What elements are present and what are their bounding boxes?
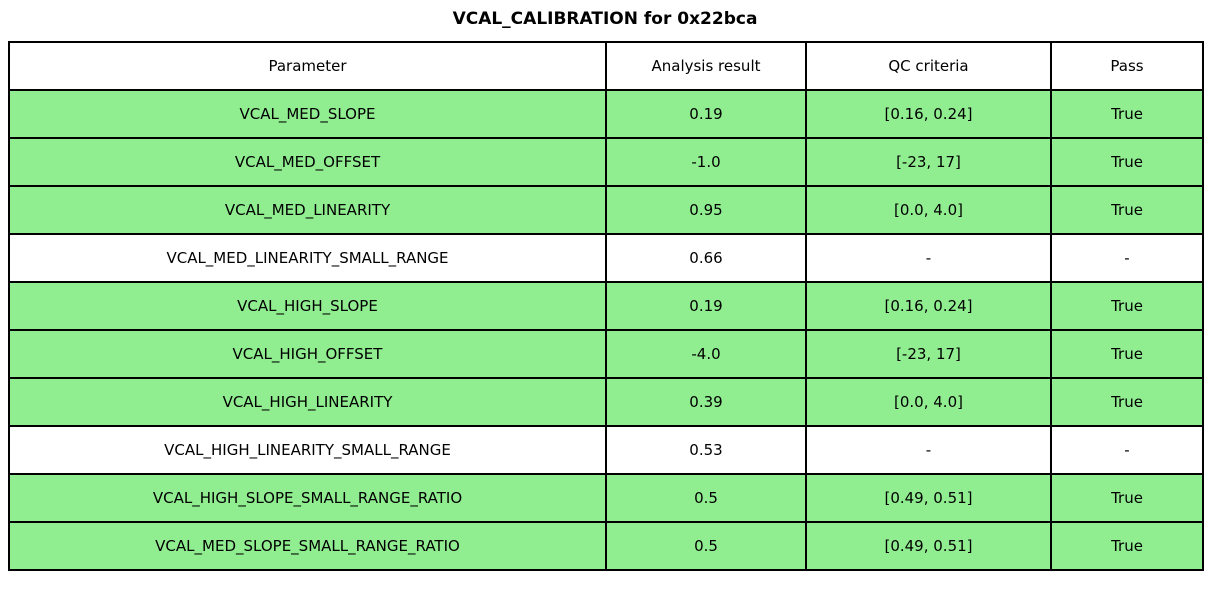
cell-pass: True bbox=[1050, 329, 1204, 379]
table-row: VCAL_MED_LINEARITY_SMALL_RANGE 0.66- - bbox=[8, 233, 1204, 283]
table-row: VCAL_HIGH_LINEARITY 0.39 [0.0, 4.0] True bbox=[8, 377, 1204, 427]
cell-analysis-result: 0.53 bbox=[605, 425, 807, 475]
cell-qc-criteria: [0.0, 4.0] bbox=[805, 185, 1052, 235]
cell-analysis-result: -4.0 bbox=[605, 329, 807, 379]
cell-parameter: VCAL_MED_SLOPE_SMALL_RANGE_RATIO bbox=[8, 521, 607, 571]
table-row: VCAL_HIGH_OFFSET -4.0 [-23, 17] True bbox=[8, 329, 1204, 379]
cell-pass: True bbox=[1050, 473, 1204, 523]
cell-pass: True bbox=[1050, 281, 1204, 331]
cell-qc-criteria: - bbox=[805, 233, 1052, 283]
table-row: VCAL_HIGH_LINEARITY_SMALL_RANGE 0.53- - bbox=[8, 425, 1204, 475]
cell-analysis-result: 0.95 bbox=[605, 185, 807, 235]
cell-qc-criteria: - bbox=[805, 425, 1052, 475]
cell-pass: - bbox=[1050, 425, 1204, 475]
cell-qc-criteria: [0.16, 0.24] bbox=[805, 281, 1052, 331]
cell-parameter: VCAL_HIGH_LINEARITY bbox=[8, 377, 607, 427]
cell-analysis-result: 0.66 bbox=[605, 233, 807, 283]
col-header-analysis-result: Analysis result bbox=[605, 41, 807, 91]
figure-title: VCAL_CALIBRATION for 0x22bca bbox=[452, 9, 758, 29]
cell-qc-criteria: [-23, 17] bbox=[805, 137, 1052, 187]
cell-analysis-result: 0.5 bbox=[605, 473, 807, 523]
table-row: VCAL_HIGH_SLOPE 0.19 [0.16, 0.24] True bbox=[8, 281, 1204, 331]
cell-parameter: VCAL_MED_LINEARITY_SMALL_RANGE bbox=[8, 233, 607, 283]
col-header-pass: Pass bbox=[1050, 41, 1204, 91]
cell-qc-criteria: [0.49, 0.51] bbox=[805, 521, 1052, 571]
cell-pass: True bbox=[1050, 521, 1204, 571]
cell-parameter: VCAL_HIGH_SLOPE_SMALL_RANGE_RATIO bbox=[8, 473, 607, 523]
cell-qc-criteria: [0.49, 0.51] bbox=[805, 473, 1052, 523]
cell-qc-criteria: [0.0, 4.0] bbox=[805, 377, 1052, 427]
cell-analysis-result: 0.19 bbox=[605, 281, 807, 331]
header-row: Parameter Analysis result QC criteria Pa… bbox=[8, 41, 1204, 91]
qc-table: Parameter Analysis result QC criteria Pa… bbox=[8, 41, 1204, 571]
cell-parameter: VCAL_HIGH_SLOPE bbox=[8, 281, 607, 331]
table-row: VCAL_HIGH_SLOPE_SMALL_RANGE_RATIO 0.5 [0.4… bbox=[8, 473, 1204, 523]
table-row: VCAL_MED_SLOPE 0.19 [0.16, 0.24] True bbox=[8, 89, 1204, 139]
table-row: VCAL_MED_SLOPE_SMALL_RANGE_RATIO 0.5 [0.49… bbox=[8, 521, 1204, 571]
cell-analysis-result: -1.0 bbox=[605, 137, 807, 187]
cell-pass: - bbox=[1050, 233, 1204, 283]
cell-analysis-result: 0.19 bbox=[605, 89, 807, 139]
col-header-qc-criteria: QC criteria bbox=[805, 41, 1052, 91]
cell-analysis-result: 0.5 bbox=[605, 521, 807, 571]
cell-pass: True bbox=[1050, 137, 1204, 187]
cell-parameter: VCAL_MED_OFFSET bbox=[8, 137, 607, 187]
cell-qc-criteria: [-23, 17] bbox=[805, 329, 1052, 379]
cell-parameter: VCAL_HIGH_LINEARITY_SMALL_RANGE bbox=[8, 425, 607, 475]
table-row: VCAL_MED_OFFSET -1.0 [-23, 17] True bbox=[8, 137, 1204, 187]
cell-parameter: VCAL_HIGH_OFFSET bbox=[8, 329, 607, 379]
col-header-parameter: Parameter bbox=[8, 41, 607, 91]
table-body: VCAL_MED_SLOPE 0.19 [0.16, 0.24] True VCAL_M… bbox=[8, 89, 1204, 571]
cell-parameter: VCAL_MED_SLOPE bbox=[8, 89, 607, 139]
cell-qc-criteria: [0.16, 0.24] bbox=[805, 89, 1052, 139]
cell-analysis-result: 0.39 bbox=[605, 377, 807, 427]
cell-pass: True bbox=[1050, 377, 1204, 427]
cell-pass: True bbox=[1050, 185, 1204, 235]
cell-parameter: VCAL_MED_LINEARITY bbox=[8, 185, 607, 235]
cell-pass: True bbox=[1050, 89, 1204, 139]
table-row: VCAL_MED_LINEARITY 0.95 [0.0, 4.0] True bbox=[8, 185, 1204, 235]
